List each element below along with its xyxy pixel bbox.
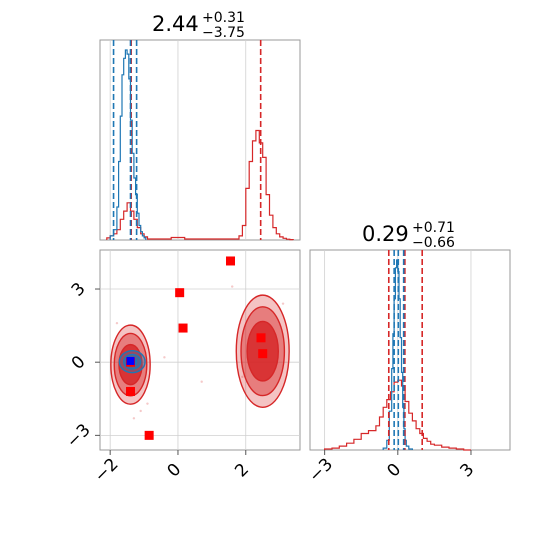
hist2-quantile-lines [387,250,423,450]
title-param2-lower: −0.66 [412,235,455,251]
joint-sample-1 [132,417,136,420]
marker-square-4 [178,323,188,333]
joint-sample-6 [231,285,234,288]
y-tick-label-1: 0 [68,352,90,374]
joint-sample-8 [115,321,119,325]
panel-param2-hist-frame [309,249,511,451]
title-param1-lower: −3.75 [202,25,245,41]
panel-param1-hist-frame [99,39,301,241]
title-param1-value: 2.44 [152,12,199,36]
hist2-series-0 [324,379,471,451]
hist2-x-tick-label-2: 3 [457,460,479,482]
joint-sample-2 [146,402,149,405]
joint-sample-5 [281,302,285,305]
joint-ticks: −2 0 2 −3 0 3 [63,279,253,487]
joint-markers [126,256,268,440]
x-tick-label-2: 2 [231,460,253,482]
title-param2-value: 0.29 [362,222,409,246]
joint-sample-3 [163,356,166,359]
joint-sample-7 [200,380,203,383]
hist1-series-0 [106,129,294,241]
hist2-x-tick-label-0: −3 [305,455,337,487]
title-param2: 0.29 +0.71 −0.66 [362,220,455,251]
x-tick-label-0: −2 [91,455,123,487]
panel-param1-hist [99,39,301,241]
panel-2d-frame [99,249,301,451]
hist2-x-tick-label-1: 0 [383,460,405,482]
marker-square-7 [258,349,268,359]
panel-2d-joint: −2 0 2 −3 0 3 [63,249,301,487]
marker-square-1 [126,386,136,396]
title-param1-upper: +0.31 [202,10,245,26]
title-param1: 2.44 +0.31 −3.75 [152,10,245,41]
panel-titles: 2.44 +0.31 −3.75 0.29 +0.71 −0.66 [152,10,455,251]
truth-marker [126,356,135,365]
marker-square-3 [175,288,185,298]
y-tick-label-0: −3 [63,420,95,452]
hist1-quantile-lines [112,40,262,240]
hist1-curves [106,49,294,241]
joint-sample-4 [241,375,244,379]
joint-scatter [115,285,285,420]
marker-square-6 [256,333,266,343]
hist1-series-1 [109,49,147,240]
y-tick-label-2: 3 [68,279,90,301]
title-param2-upper: +0.71 [412,220,455,236]
panel-param2-hist: −3 0 3 [305,249,511,486]
marker-square-5 [226,256,236,266]
x-tick-label-1: 0 [164,460,186,482]
marker-square-2 [144,430,154,440]
hist2-ticks: −3 0 3 [305,450,478,486]
joint-sample-0 [139,409,142,413]
